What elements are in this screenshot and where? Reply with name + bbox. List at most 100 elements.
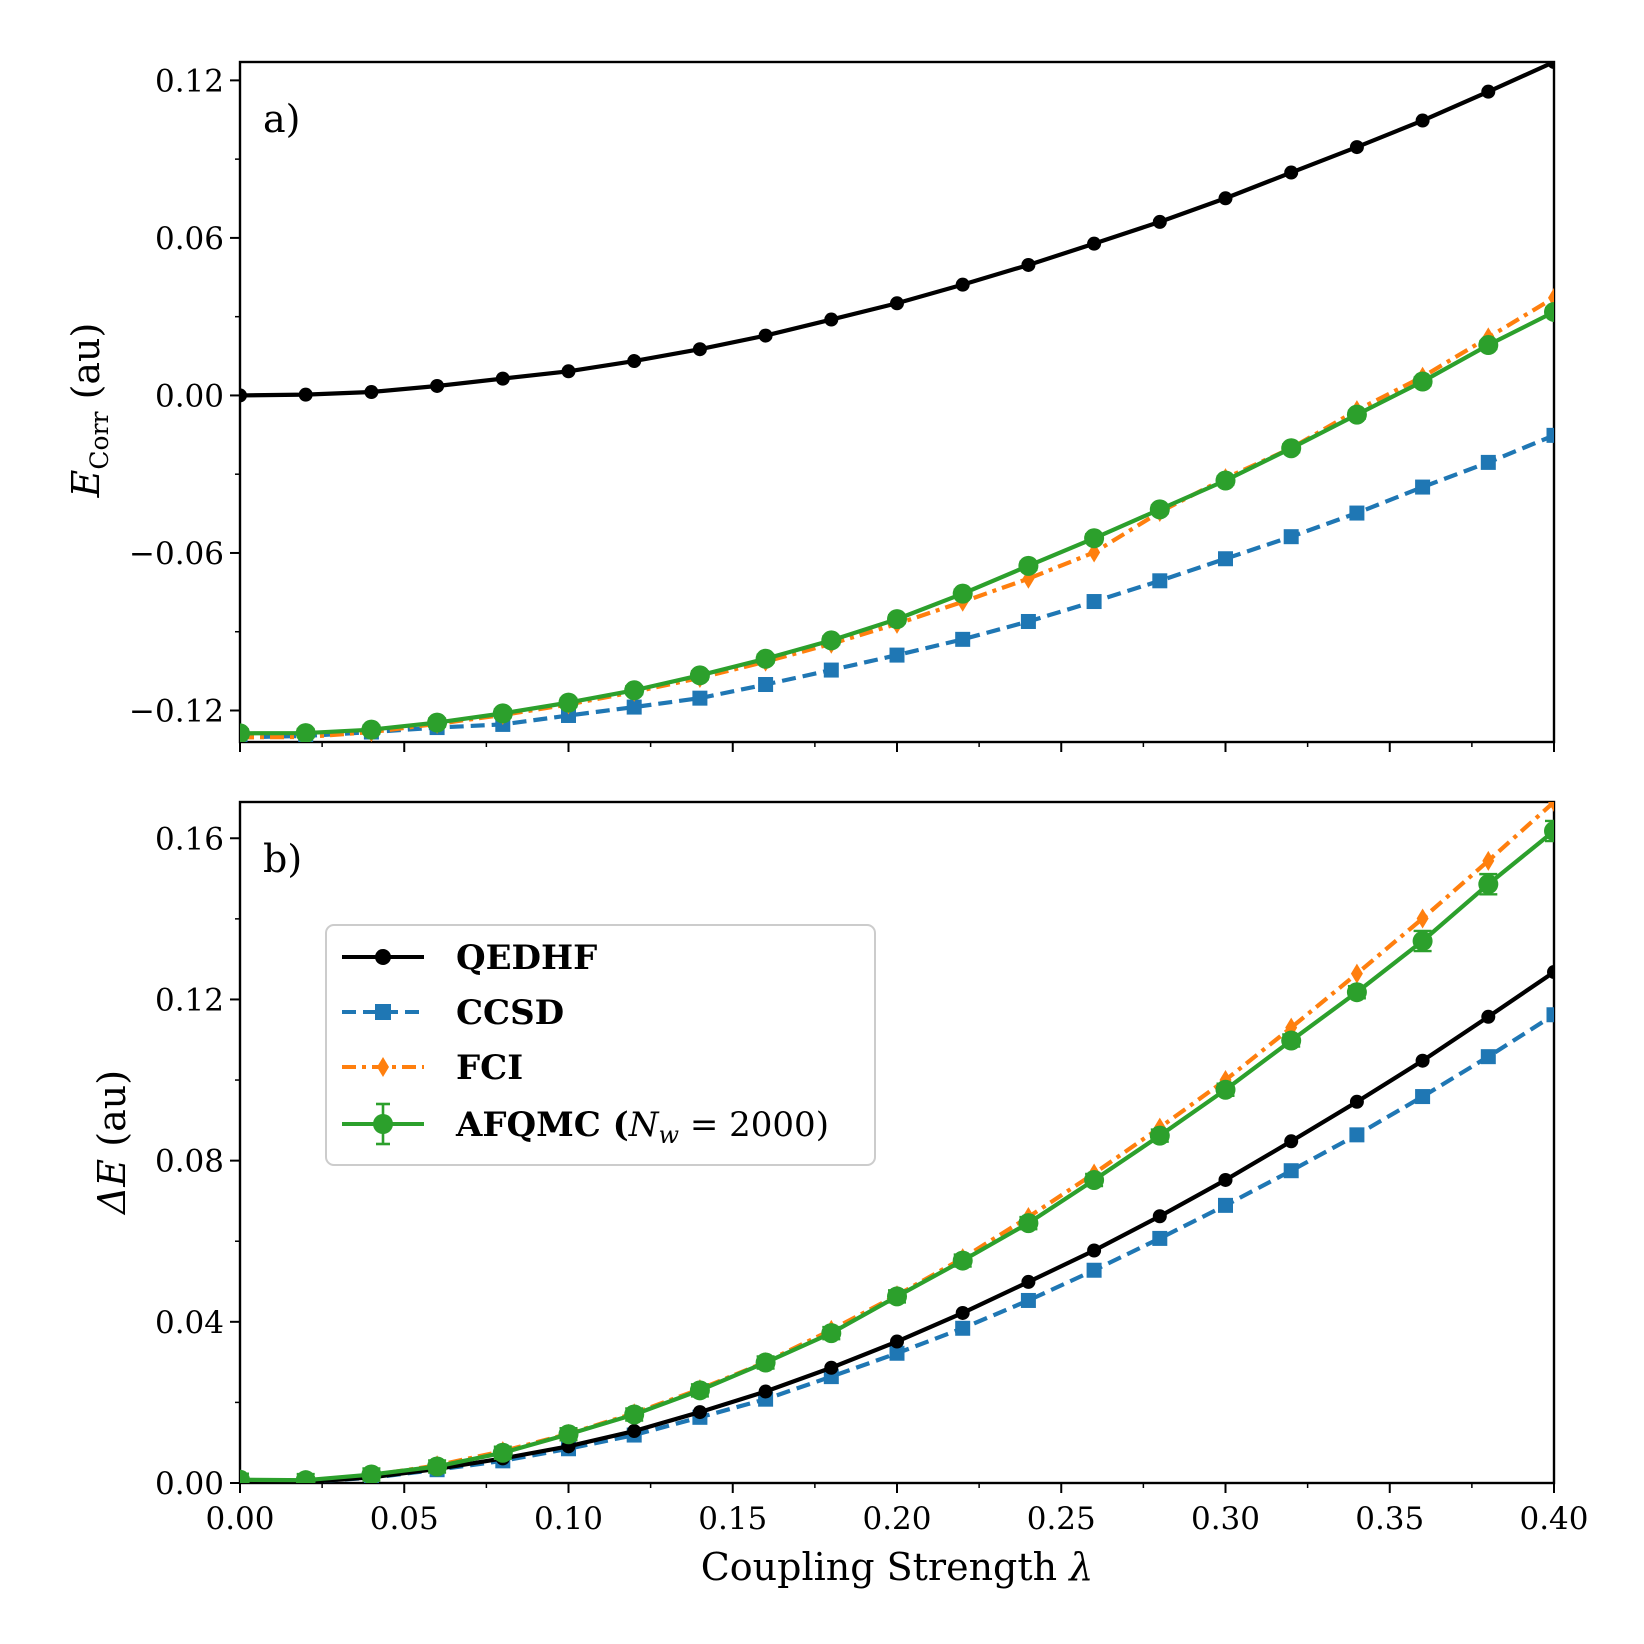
panel-b-afqmc-point xyxy=(952,1250,973,1271)
panel-b-ccsd-point xyxy=(889,1345,905,1361)
panel-b-afqmc-point xyxy=(821,1323,842,1344)
panel-a-afqmc-point xyxy=(1412,371,1433,392)
panel-a-x-ticks xyxy=(239,742,1555,752)
panel-b-x-tick-label: 0.40 xyxy=(1519,1501,1588,1537)
panel-a-qedhf-point xyxy=(495,371,510,386)
panel-b-x-tick-label: 0.30 xyxy=(1191,1501,1260,1537)
panel-a-afqmc-point xyxy=(1018,555,1039,576)
panel-a-afqmc-point xyxy=(1346,404,1367,425)
panel-b-afqmc-point xyxy=(240,1469,250,1483)
panel-b-ccsd-point xyxy=(1546,1007,1554,1023)
panel-a-qedhf-point xyxy=(364,385,379,400)
panel-b-y-tick-label: 0.04 xyxy=(155,1305,224,1341)
panel-a-afqmc-point xyxy=(558,692,579,713)
panel-b-fci-point xyxy=(1548,802,1554,812)
panel-b-qedhf-point xyxy=(1021,1274,1036,1289)
legend-afqmc-marker xyxy=(373,1114,393,1134)
panel-a-qedhf-point xyxy=(890,296,904,311)
panel-b-afqmc-point xyxy=(1281,1030,1302,1051)
panel-a-ccsd-point xyxy=(1086,594,1102,610)
panel-a-afqmc-point xyxy=(887,609,907,630)
panel-a-afqmc-point xyxy=(1084,528,1105,549)
panel-a-afqmc-line xyxy=(240,310,1554,736)
panel-a-qedhf-point xyxy=(1087,236,1102,251)
panel-b-qedhf-point xyxy=(955,1305,970,1320)
panel-b-y-ticks: 0.00 0.04 0.08 0.12 0.16 xyxy=(155,821,240,1502)
panel-b-qedhf-point xyxy=(890,1334,904,1349)
panel-b-clipped-series xyxy=(240,802,1554,1483)
panel-b-qedhf-point xyxy=(824,1360,839,1375)
panel-b-ccsd-point xyxy=(1415,1089,1431,1105)
x-axis-title: Coupling Strength λ xyxy=(701,1545,1094,1589)
panel-b-qedhf-point xyxy=(1415,1053,1430,1068)
panel-b-qedhf-point xyxy=(1087,1243,1102,1258)
panel-b-x-tick-label: 0.25 xyxy=(1027,1501,1096,1537)
panel-b-x-tick-label: 0.20 xyxy=(862,1501,931,1537)
panel-a-y-tick-label: 0.00 xyxy=(155,378,224,414)
panel-b-ccsd-point xyxy=(1086,1262,1102,1278)
panel-b-x-tick-label: 0.35 xyxy=(1355,1501,1424,1537)
panel-a-qedhf-point xyxy=(1152,214,1167,229)
panel-b-qedhf-point xyxy=(1152,1209,1167,1224)
panel-a-qedhf-point xyxy=(1349,140,1364,155)
panel-a-ccsd-point xyxy=(1218,551,1233,567)
panel-a-ccsd-point xyxy=(955,631,971,647)
panel-b-qedhf-point xyxy=(692,1405,707,1420)
legend-entry-afqmc: AFQMC (Nw = 2000) xyxy=(342,1102,829,1149)
panel-b-x-tick-label: 0.15 xyxy=(698,1501,767,1537)
panel-b-afqmc-point xyxy=(1018,1213,1039,1234)
panel-a-ccsd-point xyxy=(626,699,642,715)
panel-a-qedhf-point xyxy=(1021,257,1036,272)
panel-a-ccsd-point xyxy=(758,677,774,693)
panel-b-ccsd-point xyxy=(1349,1127,1365,1143)
panel-b-x-tick-label: 0.10 xyxy=(534,1501,603,1537)
panel-a-ccsd-point xyxy=(1480,454,1496,470)
panel-b-afqmc-point xyxy=(361,1464,382,1483)
panel-b-afqmc-point xyxy=(1084,1169,1105,1190)
panel-a-qedhf-point xyxy=(1218,191,1233,206)
panel-a-ccsd-point xyxy=(1546,427,1554,443)
panel-a-afqmc-point xyxy=(689,665,710,686)
panel-b-ccsd-point xyxy=(1218,1197,1233,1213)
panel-a-ccsd-point xyxy=(823,662,839,678)
panel-a-qedhf-point xyxy=(240,388,247,403)
panel-b-y-axis-title: ΔE (au) xyxy=(90,1070,134,1216)
panel-b-qedhf-point xyxy=(1481,1009,1496,1024)
panel-b-qedhf-point xyxy=(758,1384,773,1399)
panel-b-qedhf-point xyxy=(1349,1094,1364,1109)
panel-a-ccsd-line xyxy=(240,433,1554,740)
panel-a-afqmc-point xyxy=(1215,470,1236,491)
panel-b-afqmc-point xyxy=(689,1380,710,1401)
legend-fci-label: FCI xyxy=(456,1048,523,1088)
panel-a-afqmc-point xyxy=(1478,335,1499,356)
panel-a-ccsd-point xyxy=(889,647,905,663)
panel-a-afqmc-point xyxy=(240,723,250,742)
panel-a-plot-area xyxy=(240,62,1554,742)
panel-a-y-ticks: −0.12 −0.06 0.00 0.06 0.12 xyxy=(129,63,240,729)
panel-a-qedhf-point xyxy=(298,387,313,402)
panel-b-y-tick-label: 0.16 xyxy=(155,821,224,857)
panel-a-ccsd-point xyxy=(1349,505,1365,521)
panel-a-qedhf-line xyxy=(240,62,1554,398)
panel-a-qedhf-point xyxy=(561,364,576,379)
panel-b-afqmc-point xyxy=(887,1286,907,1307)
panel-a-afqmc-point xyxy=(1281,438,1302,459)
panel-b-qedhf-point xyxy=(1218,1172,1233,1187)
panel-a-qedhf-point xyxy=(430,378,445,393)
panel-a-afqmc-point xyxy=(952,583,973,604)
panel-a-qedhf-point xyxy=(692,342,707,357)
panel-b-afqmc-point xyxy=(1215,1079,1236,1100)
panel-b-x-tick-label: 0.00 xyxy=(205,1501,274,1537)
panel-a-afqmc-point xyxy=(295,723,316,742)
panel-b-label: b) xyxy=(263,837,302,881)
panel-b-y-tick-label: 0.00 xyxy=(155,1466,224,1502)
panel-a: −0.12 −0.06 0.00 0.06 0.12 a) ECorr (au) xyxy=(64,60,1556,752)
panel-a-ccsd-point xyxy=(1283,529,1299,545)
panel-b-y-tick-label: 0.08 xyxy=(155,1144,224,1180)
legend-qedhf-marker xyxy=(375,949,391,965)
panel-a-label: a) xyxy=(263,97,300,141)
panel-b-afqmc-point xyxy=(1346,982,1367,1003)
panel-a-ccsd-point xyxy=(692,690,708,706)
panel-a-afqmc-point xyxy=(361,719,382,740)
